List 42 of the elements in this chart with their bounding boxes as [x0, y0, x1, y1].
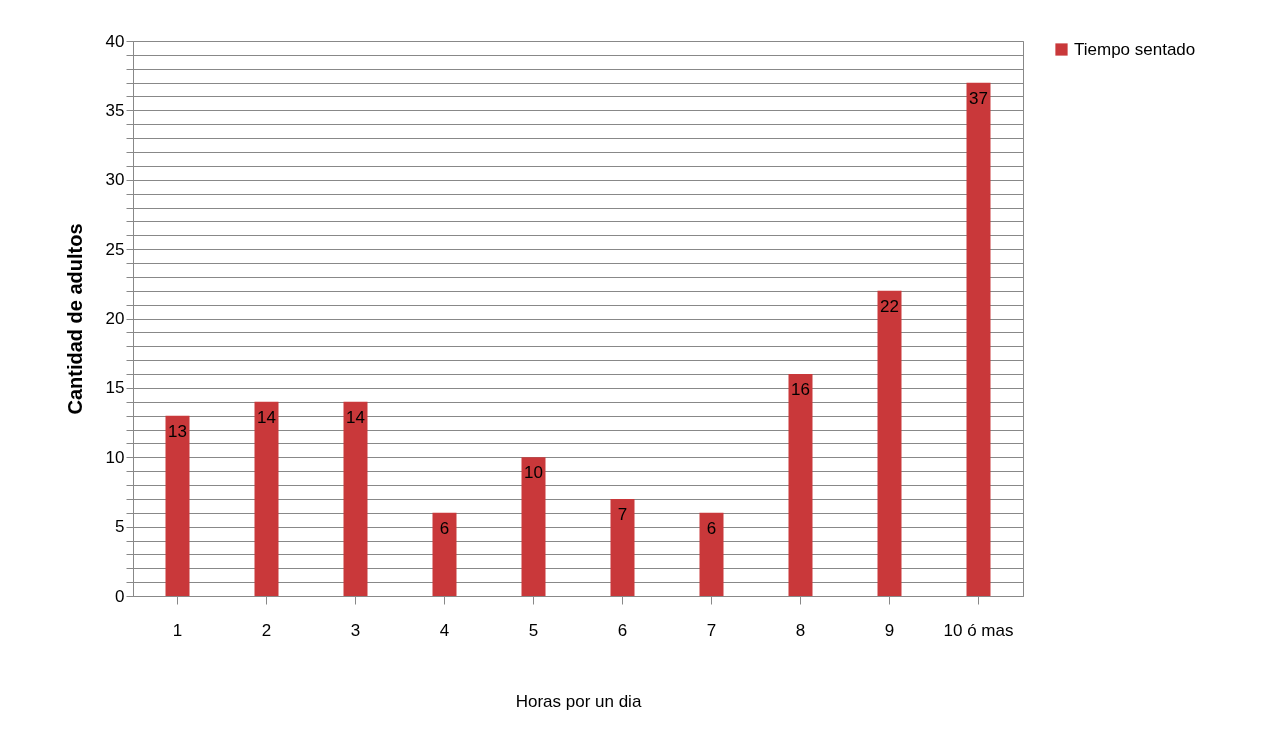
x-tick-label: 4	[439, 620, 450, 640]
data-label: 22	[880, 296, 899, 316]
data-label: 6	[706, 518, 717, 538]
bar	[254, 401, 279, 596]
data-label: 14	[346, 407, 365, 427]
bar	[432, 512, 457, 596]
y-tick-label: 0	[115, 586, 125, 606]
x-tick-label: 7	[706, 620, 717, 640]
x-tick-label: 8	[795, 620, 806, 640]
x-axis-title: Horas por un dia	[515, 691, 642, 711]
data-label: 14	[257, 407, 276, 427]
bar	[165, 415, 190, 596]
y-tick-label: 15	[105, 378, 125, 398]
x-tick-label: 1	[172, 620, 183, 640]
bar	[966, 82, 991, 596]
bar	[343, 401, 368, 596]
y-tick-label: 35	[105, 100, 125, 120]
data-label: 7	[617, 504, 628, 524]
y-tick-label: 25	[105, 239, 125, 259]
data-label: 16	[791, 380, 810, 399]
x-tick-label: 5	[528, 620, 539, 640]
y-tick-label: 20	[105, 309, 125, 328]
x-tick-label: 9	[884, 620, 895, 640]
data-label: 10	[524, 463, 543, 483]
y-axis-title: Cantidad de adultos	[63, 223, 86, 415]
y-tick-label: 5	[115, 517, 125, 537]
bar	[610, 498, 635, 596]
legend-label: Tiempo sentado	[1074, 39, 1196, 59]
bar	[788, 374, 813, 596]
bar	[699, 512, 724, 596]
bar	[877, 290, 902, 596]
x-tick-label: 10 ó mas	[943, 620, 1014, 640]
data-label: 37	[969, 88, 988, 108]
x-tick-label: 3	[350, 620, 361, 640]
data-label: 13	[168, 421, 187, 441]
y-tick-label: 40	[105, 31, 125, 51]
y-tick-label: 30	[105, 170, 125, 190]
y-tick-label: 10	[105, 447, 125, 467]
bar	[521, 457, 546, 596]
x-tick-label: 6	[617, 620, 628, 640]
x-tick-label: 2	[261, 620, 272, 640]
data-label: 6	[439, 518, 450, 538]
